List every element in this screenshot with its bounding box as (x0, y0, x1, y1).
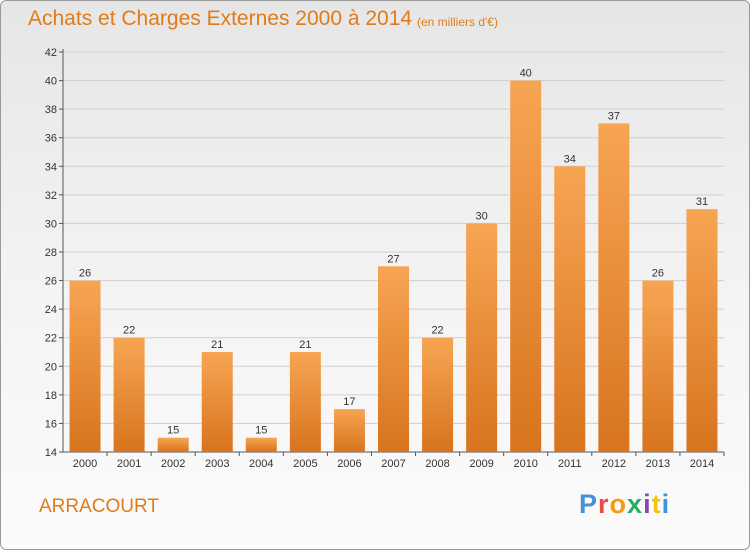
data-label: 37 (608, 110, 620, 122)
y-tick-label: 14 (45, 447, 57, 459)
data-labels: 26 22 15 21 15 21 17 27 22 30 40 34 37 26 31 (79, 68, 708, 437)
x-tick-label: 2012 (602, 458, 626, 470)
bar (422, 337, 454, 452)
data-label: 31 (696, 196, 708, 208)
data-label: 40 (520, 68, 532, 80)
y-tick-label: 34 (45, 161, 57, 173)
y-tick-label: 32 (45, 190, 57, 202)
bar (378, 266, 409, 452)
x-tick-label: 2002 (161, 458, 185, 470)
x-tick-label: 2000 (73, 458, 97, 470)
data-label: 22 (123, 325, 135, 337)
data-label: 26 (79, 268, 91, 280)
y-tick-label: 40 (45, 76, 57, 88)
x-tick-label: 2008 (425, 458, 449, 470)
x-tick-label: 2011 (558, 458, 582, 470)
x-tick-label: 2006 (337, 458, 361, 470)
bar (554, 166, 586, 453)
logo-letter: r (598, 489, 610, 519)
bar (598, 123, 630, 452)
y-tick-label: 22 (45, 333, 57, 345)
y-tick-label: 38 (45, 104, 57, 116)
bar (245, 437, 277, 452)
data-label: 30 (476, 210, 488, 222)
x-tick-label: 2001 (117, 458, 141, 470)
y-tick-label: 36 (45, 133, 57, 145)
logo-letter: i (643, 489, 652, 519)
bar (289, 352, 321, 452)
x-tick-label: 2014 (690, 458, 714, 470)
data-label: 27 (387, 253, 399, 265)
bar (510, 80, 542, 453)
data-label: 26 (652, 268, 664, 280)
y-tick-label: 16 (45, 418, 57, 430)
y-tick-label: 24 (45, 304, 57, 316)
data-label: 21 (211, 339, 223, 351)
bar (69, 280, 101, 452)
x-tick-label: 2013 (646, 458, 670, 470)
logo-letter: x (627, 489, 644, 519)
bar (157, 437, 189, 452)
x-tick-label: 2005 (293, 458, 317, 470)
chart-subtitle: (en milliers d'€) (417, 15, 498, 29)
x-tick-label: 2004 (249, 458, 273, 470)
x-tick-label: 2007 (381, 458, 405, 470)
data-label: 21 (299, 339, 311, 351)
logo-letter: o (609, 489, 628, 519)
y-tick-label: 20 (45, 361, 57, 373)
y-tick-label: 28 (45, 247, 57, 259)
y-tick-label: 18 (45, 390, 57, 402)
bar (113, 337, 145, 452)
data-label: 17 (343, 396, 355, 408)
data-label: 15 (255, 425, 267, 437)
chart-title: Achats et Charges Externes 2000 à 2014 (28, 7, 413, 30)
data-label: 34 (564, 153, 576, 165)
y-tick-label: 30 (45, 218, 57, 230)
bar (466, 223, 498, 452)
y-tick-label: 42 (45, 47, 57, 59)
x-tick-label: 2009 (469, 458, 493, 470)
logo-letter: P (579, 489, 599, 519)
location-label: ARRACOURT (39, 496, 159, 517)
bars (69, 80, 718, 453)
y-tick-label: 26 (45, 276, 57, 288)
proxiti-logo[interactable]: Proxiti (579, 489, 670, 520)
logo-letter: t (651, 489, 662, 519)
x-tick-label: 2010 (513, 458, 537, 470)
bar (201, 352, 233, 452)
bar (686, 209, 718, 452)
bar (333, 409, 365, 452)
bar (642, 280, 674, 452)
data-label: 15 (167, 425, 179, 437)
data-label: 22 (431, 325, 443, 337)
logo-letter: i (661, 489, 671, 519)
x-tick-label: 2003 (205, 458, 229, 470)
